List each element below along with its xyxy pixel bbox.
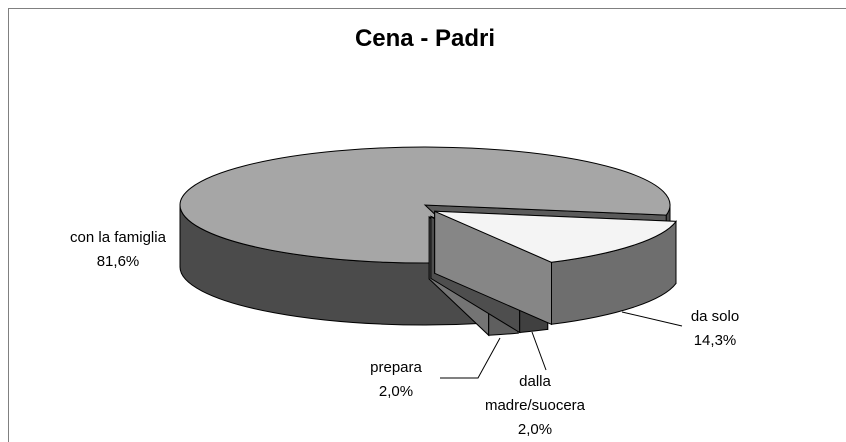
slice-label: da solo 14,3% — [655, 305, 775, 353]
value-label: 81,6% — [96, 253, 140, 270]
leader-line — [440, 337, 501, 379]
leader-line — [621, 311, 683, 327]
slice-label: dalla madre/suocera 2,0% — [480, 370, 590, 442]
slice-label: con la famiglia 81,6% — [43, 226, 193, 274]
category-label: prepara — [370, 359, 422, 376]
value-label: 2,0% — [378, 383, 414, 400]
slice — [179, 146, 671, 264]
leader-line — [531, 331, 547, 371]
category-label: con la famiglia — [70, 229, 166, 246]
pie — [179, 146, 677, 337]
chart-title: Cena - Padri — [355, 25, 495, 52]
category-label: da solo — [690, 308, 740, 325]
chart-border — [8, 8, 846, 442]
value-label: 14,3% — [693, 332, 737, 349]
category-label: dalla madre/suocera — [484, 373, 586, 414]
value-label: 2,0% — [517, 421, 553, 438]
slice-label: prepara 2,0% — [336, 356, 456, 404]
slice — [434, 210, 677, 263]
